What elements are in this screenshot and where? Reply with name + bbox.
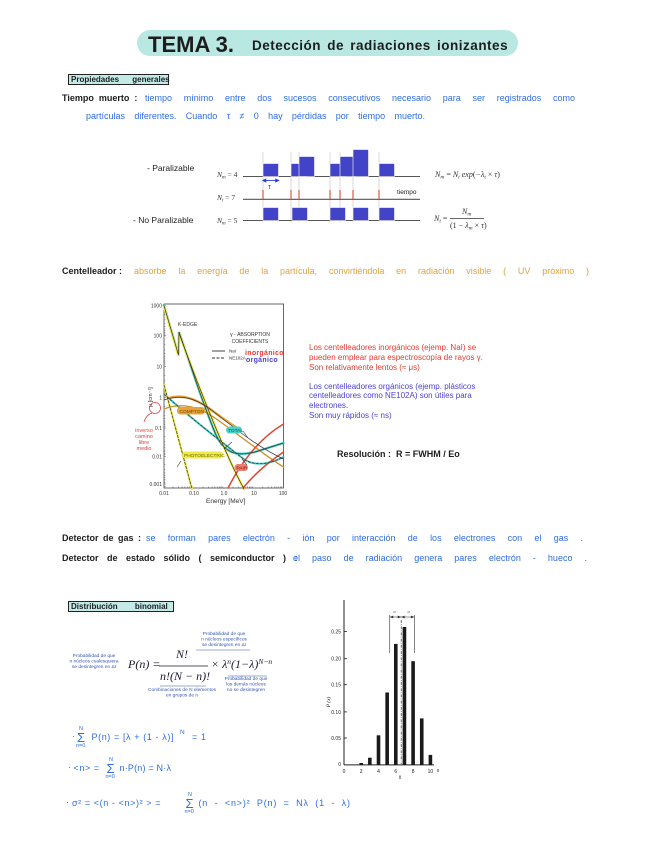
svg-text:Combinaciones de N elementos: Combinaciones de N elementos bbox=[148, 687, 217, 693]
svg-text:1: 1 bbox=[159, 396, 162, 402]
svg-text:1000: 1000 bbox=[151, 304, 162, 310]
svg-text:medio: medio bbox=[137, 446, 152, 452]
svg-text:n núcleos específicos: n núcleos específicos bbox=[201, 637, 247, 643]
svg-text:0.15: 0.15 bbox=[331, 683, 341, 689]
svg-text:8: 8 bbox=[412, 769, 415, 775]
svg-text:0.1: 0.1 bbox=[155, 426, 162, 432]
svg-text:0.05: 0.05 bbox=[331, 736, 341, 742]
svg-text:10: 10 bbox=[251, 491, 257, 497]
svg-text:COEFFICIENTS: COEFFICIENTS bbox=[232, 339, 269, 345]
svg-text:N: N bbox=[180, 729, 185, 736]
svg-text:(n - <n>)² P(n) = Nλ (1 - λ): (n - <n>)² P(n) = Nλ (1 - λ) bbox=[199, 798, 351, 808]
svg-text:P(n) = [λ + (1 - λ)]: P(n) = [λ + (1 - λ)] bbox=[92, 732, 175, 742]
svg-text:camino: camino bbox=[135, 434, 153, 440]
svg-text:- No Paralizable: - No Paralizable bbox=[133, 215, 194, 225]
svg-text:n!(N − n)!: n!(N − n)! bbox=[160, 669, 210, 683]
svg-text:TOTAL: TOTAL bbox=[228, 428, 243, 434]
svg-text:Σ: Σ bbox=[107, 761, 115, 776]
svg-text:en grupos de n: en grupos de n bbox=[166, 693, 198, 699]
svg-text:P(n) =: P(n) = bbox=[127, 657, 160, 671]
svg-text:× λn(1−λ)N−n: × λn(1−λ)N−n bbox=[211, 657, 272, 671]
svg-text:<n> =: <n> = bbox=[74, 763, 100, 773]
svg-text:inorgánico: inorgánico bbox=[245, 350, 284, 357]
svg-text:Nm: Nm bbox=[461, 207, 471, 218]
svg-text:n=0: n=0 bbox=[106, 774, 115, 780]
svg-text:N: N bbox=[79, 726, 83, 732]
svg-text:n núcleos cualesquiera: n núcleos cualesquiera bbox=[69, 659, 118, 665]
svg-text:0.001: 0.001 bbox=[149, 482, 162, 488]
svg-text:n=0: n=0 bbox=[185, 809, 194, 815]
svg-text:Energy [MeV]: Energy [MeV] bbox=[206, 498, 246, 505]
svg-text:Probabilidad de que: Probabilidad de que bbox=[73, 653, 116, 659]
svg-text:Σ: Σ bbox=[186, 796, 194, 811]
svg-text:μ [cm⁻¹]: μ [cm⁻¹] bbox=[148, 387, 154, 407]
svg-text:se desintegren en Δt: se desintegren en Δt bbox=[202, 642, 247, 648]
svg-text:Nt =: Nt = bbox=[433, 214, 448, 225]
svg-text:= 1: = 1 bbox=[192, 732, 207, 742]
svg-text:x: x bbox=[437, 768, 440, 774]
svg-text:1.0: 1.0 bbox=[221, 491, 228, 497]
svg-text:K-EDGE: K-EDGE bbox=[178, 322, 198, 328]
svg-text:σ: σ bbox=[393, 609, 396, 614]
svg-text:(1 − λm × τ): (1 − λm × τ) bbox=[450, 221, 487, 232]
svg-text:100: 100 bbox=[279, 491, 288, 497]
svg-text:n·P(n) = N·λ: n·P(n) = N·λ bbox=[120, 763, 172, 773]
svg-text:NaI: NaI bbox=[229, 349, 236, 354]
svg-text:- Paralizable: - Paralizable bbox=[147, 163, 195, 173]
svg-text:COMPTON: COMPTON bbox=[180, 409, 205, 415]
svg-text:0.10: 0.10 bbox=[331, 710, 341, 716]
svg-text:x̄: x̄ bbox=[399, 775, 402, 781]
svg-text:10: 10 bbox=[156, 364, 162, 370]
svg-text:n=0: n=0 bbox=[76, 743, 85, 749]
svg-text:0.01: 0.01 bbox=[159, 491, 169, 497]
svg-text:0.20: 0.20 bbox=[331, 657, 341, 663]
svg-text:N!: N! bbox=[175, 647, 188, 661]
svg-text:NE102A: NE102A bbox=[229, 356, 246, 361]
svg-text:·: · bbox=[66, 797, 69, 807]
svg-text:Σ: Σ bbox=[77, 730, 85, 745]
svg-text:orgánico: orgánico bbox=[246, 357, 278, 364]
svg-text:Nm = 4: Nm = 4 bbox=[216, 170, 238, 181]
svg-text:se desintegren en Δt: se desintegren en Δt bbox=[72, 664, 117, 670]
svg-text:0.01: 0.01 bbox=[152, 454, 162, 460]
svg-text:Probabilidad de que: Probabilidad de que bbox=[203, 631, 246, 637]
svg-text:·: · bbox=[68, 762, 71, 772]
svg-text:2: 2 bbox=[360, 769, 363, 775]
svg-text:Nm = Nt exp(−λt × τ): Nm = Nt exp(−λt × τ) bbox=[434, 170, 500, 181]
svg-text:libre: libre bbox=[139, 440, 149, 446]
svg-text:0.10: 0.10 bbox=[189, 491, 199, 497]
svg-text:no se desintegren: no se desintegren bbox=[227, 687, 265, 693]
svg-text:P (x): P (x) bbox=[325, 696, 332, 708]
svg-text:σ² = <(n - <n>)² > =: σ² = <(n - <n>)² > = bbox=[72, 798, 161, 808]
svg-text:6: 6 bbox=[394, 769, 397, 775]
svg-text:PAIR: PAIR bbox=[237, 466, 248, 472]
svg-text:τ: τ bbox=[268, 184, 271, 191]
svg-text:N: N bbox=[109, 757, 113, 763]
svg-text:los demás núcleos: los demás núcleos bbox=[226, 682, 266, 688]
svg-text:Nm = 5: Nm = 5 bbox=[216, 216, 238, 227]
svg-text:γ - ABSORPTION: γ - ABSORPTION bbox=[230, 332, 270, 338]
svg-text:·: · bbox=[72, 731, 75, 741]
svg-text:tiempo: tiempo bbox=[397, 189, 417, 196]
svg-text:4: 4 bbox=[377, 769, 380, 775]
svg-text:Nt = 7: Nt = 7 bbox=[216, 193, 235, 204]
svg-text:100: 100 bbox=[154, 334, 163, 340]
svg-text:Probabilidad de que: Probabilidad de que bbox=[225, 676, 268, 682]
svg-text:PHOTOELECTRIC: PHOTOELECTRIC bbox=[184, 453, 225, 459]
svg-text:0: 0 bbox=[338, 762, 341, 768]
svg-text:10: 10 bbox=[428, 769, 434, 775]
svg-text:inverso: inverso bbox=[135, 428, 153, 434]
svg-text:N: N bbox=[188, 792, 192, 798]
svg-text:σ: σ bbox=[407, 609, 410, 614]
svg-text:0.25: 0.25 bbox=[331, 630, 341, 636]
svg-text:0: 0 bbox=[343, 769, 346, 775]
